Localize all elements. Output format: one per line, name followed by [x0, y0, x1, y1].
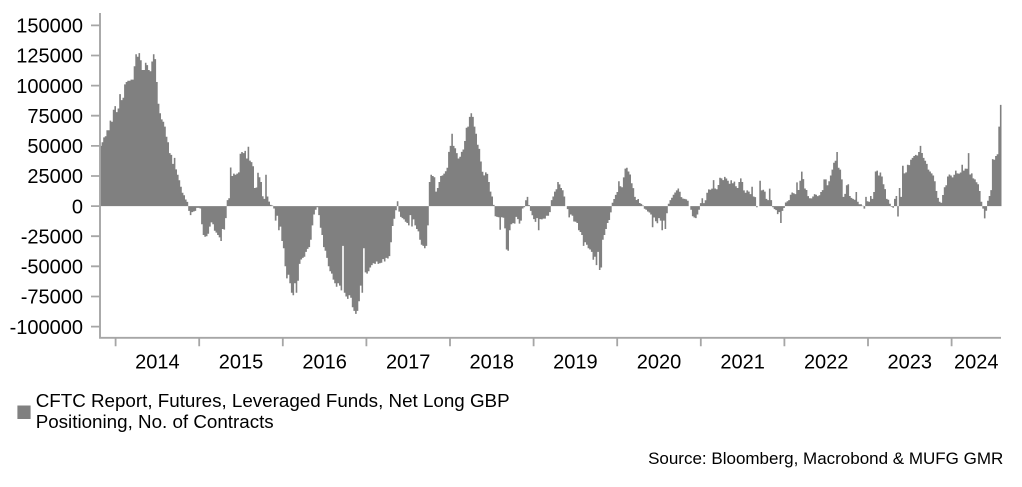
svg-text:Positioning, No. of Contracts: Positioning, No. of Contracts [36, 411, 274, 432]
svg-text:2021: 2021 [720, 351, 765, 373]
svg-text:150000: 150000 [16, 16, 83, 38]
svg-text:25000: 25000 [27, 166, 83, 188]
svg-text:0: 0 [72, 196, 83, 218]
svg-text:2017: 2017 [386, 351, 431, 373]
svg-text:2022: 2022 [804, 351, 849, 373]
svg-text:100000: 100000 [16, 76, 83, 98]
svg-text:-25000: -25000 [21, 226, 83, 248]
svg-text:CFTC Report, Futures, Leverage: CFTC Report, Futures, Leveraged Funds, N… [36, 390, 510, 411]
svg-text:2020: 2020 [637, 351, 682, 373]
svg-text:2019: 2019 [553, 351, 598, 373]
svg-text:50000: 50000 [27, 136, 83, 158]
svg-text:Source: Bloomberg, Macrobond &: Source: Bloomberg, Macrobond & MUFG GMR [648, 449, 1003, 468]
svg-text:-100000: -100000 [10, 317, 83, 339]
svg-text:2014: 2014 [135, 351, 180, 373]
svg-text:-75000: -75000 [21, 287, 83, 309]
svg-text:125000: 125000 [16, 46, 83, 68]
svg-text:75000: 75000 [27, 106, 83, 128]
svg-text:2015: 2015 [219, 351, 264, 373]
svg-text:2024: 2024 [954, 351, 999, 373]
svg-text:2016: 2016 [302, 351, 347, 373]
svg-text:2023: 2023 [888, 351, 933, 373]
svg-text:-50000: -50000 [21, 257, 83, 279]
svg-text:2018: 2018 [470, 351, 515, 373]
